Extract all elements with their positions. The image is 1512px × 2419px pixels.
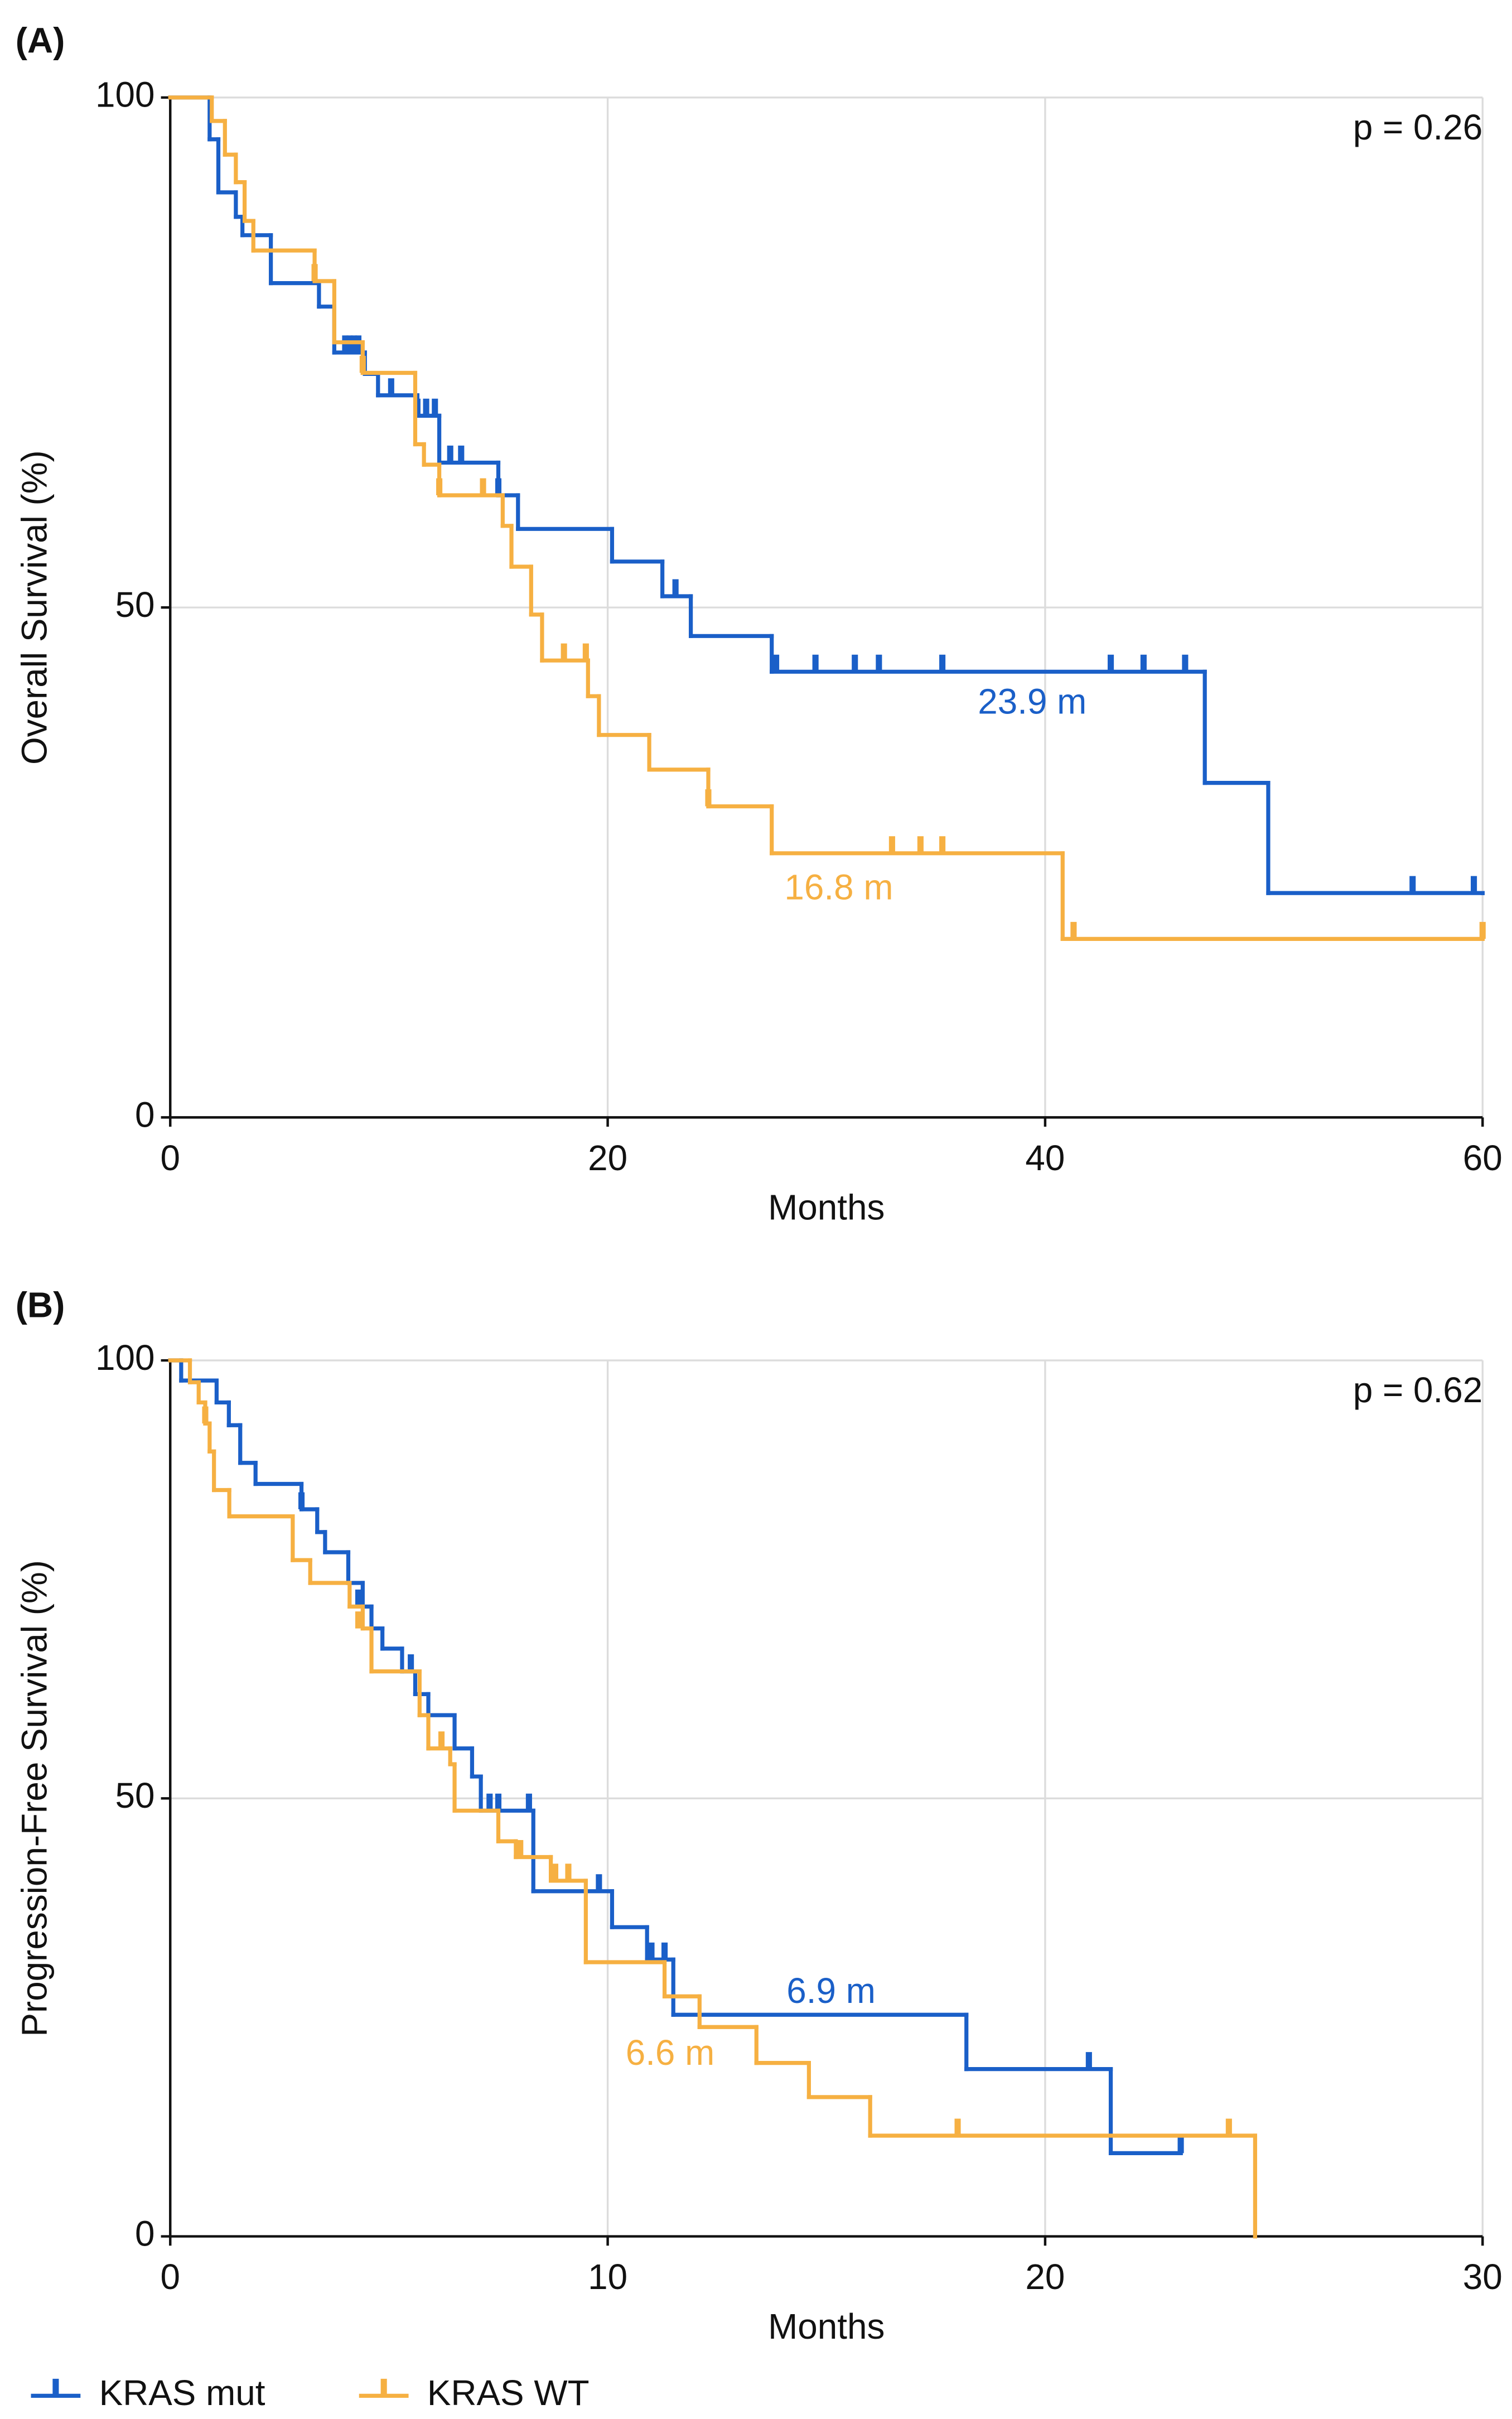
x-axis-label: Months xyxy=(768,2306,885,2346)
median-label: 16.8 m xyxy=(784,867,893,907)
y-tick-label: 100 xyxy=(95,1338,154,1378)
y-axis-label: Overall Survival (%) xyxy=(14,450,54,765)
legend-label: KRAS mut xyxy=(99,2373,265,2413)
x-tick-label: 40 xyxy=(1025,1138,1065,1178)
panel-label: (B) xyxy=(16,1285,65,1325)
x-tick-label: 20 xyxy=(588,1138,627,1178)
x-tick-label: 0 xyxy=(160,1138,180,1178)
y-axis-label: Progression-Free Survival (%) xyxy=(14,1560,54,2037)
p-value: p = 0.62 xyxy=(1353,1370,1482,1410)
y-tick-label: 0 xyxy=(135,2213,155,2253)
x-tick-label: 30 xyxy=(1463,2257,1503,2297)
panel-label: (A) xyxy=(16,21,65,61)
x-tick-label: 60 xyxy=(1463,1138,1503,1178)
median-label: 23.9 m xyxy=(978,681,1086,721)
y-tick-label: 50 xyxy=(115,1775,155,1816)
y-tick-label: 0 xyxy=(135,1094,155,1134)
p-value: p = 0.26 xyxy=(1353,107,1482,147)
y-tick-label: 50 xyxy=(115,585,155,625)
x-tick-label: 10 xyxy=(588,2257,627,2297)
y-tick-label: 100 xyxy=(95,75,154,115)
legend-label: KRAS WT xyxy=(427,2373,590,2413)
x-tick-label: 20 xyxy=(1025,2257,1065,2297)
x-tick-label: 0 xyxy=(160,2257,180,2297)
median-label: 6.6 m xyxy=(626,2032,715,2073)
median-label: 6.9 m xyxy=(786,1971,876,2011)
x-axis-label: Months xyxy=(768,1187,885,1228)
